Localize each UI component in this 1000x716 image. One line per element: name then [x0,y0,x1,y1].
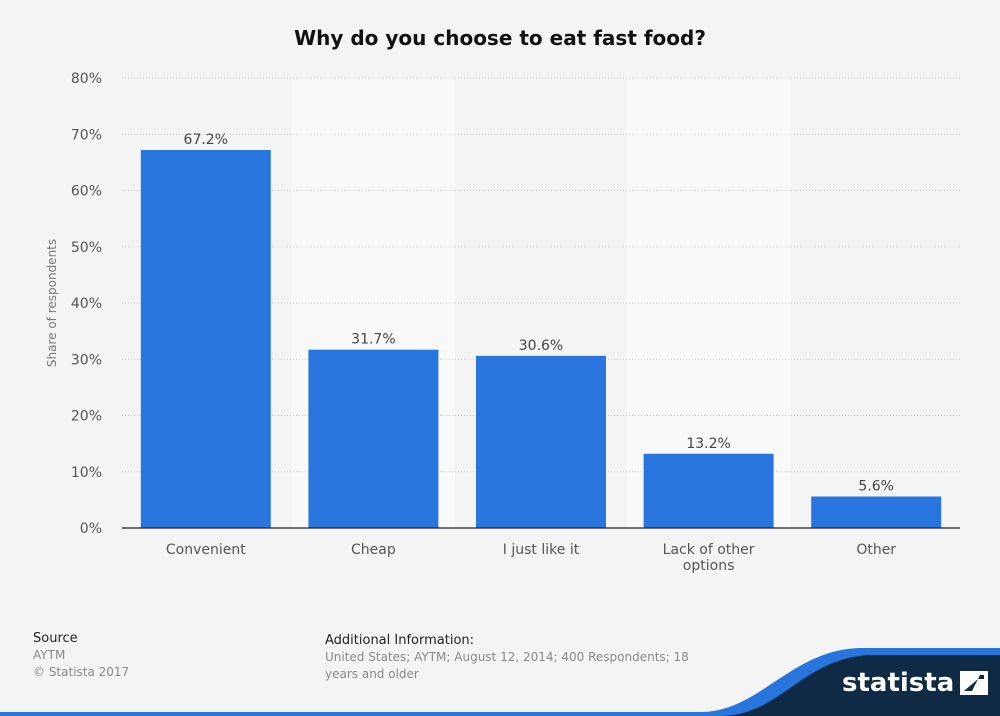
statista-logo[interactable]: statista [842,668,989,698]
bar[interactable] [308,349,439,528]
bar-chart: 0% 10% 20% 30% 40% 50% 60% 70% 80% Share of resp… [45,71,960,574]
alternating-bands [291,78,791,528]
y-axis-ticks: 0% 10% 20% 30% 40% 50% 60% 70% 80% [71,71,102,537]
value-label: 13.2% [686,436,730,452]
additional-info-text: United States; AYTM; August 12, 2014; 40… [325,650,689,681]
category-label: Convenient [166,542,246,558]
bar[interactable] [643,453,774,528]
bar[interactable] [811,496,942,529]
y-tick-label: 20% [71,409,102,425]
y-axis-title: Share of respondents [45,239,59,367]
source-block: Source AYTM © Statista 2017 [33,630,129,681]
category-labels: Convenient Cheap I just like it Lack of oth… [166,542,896,574]
value-label: 30.6% [519,338,563,354]
bar[interactable] [140,150,271,528]
additional-info-block: Additional Information: United States; A… [325,632,705,683]
category-label: Lack of other options [663,542,755,574]
bars [140,150,942,529]
y-tick-label: 80% [71,71,102,87]
source-heading: Source [33,631,78,646]
additional-info-heading: Additional Information: [325,633,475,648]
y-tick-label: 40% [71,296,102,312]
y-tick-label: 0% [80,521,102,537]
y-tick-label: 50% [71,240,102,256]
value-label: 67.2% [184,132,228,148]
value-label: 31.7% [351,332,395,348]
category-label: Other [856,542,896,558]
value-labels: 67.2% 31.7% 30.6% 13.2% 5.6% [184,132,894,495]
value-label: 5.6% [858,479,894,495]
y-tick-label: 70% [71,127,102,143]
brand-name: statista [842,668,955,698]
copyright: © Statista 2017 [33,665,130,679]
chart-title: Why do you choose to eat fast food? [294,26,706,50]
category-label: Cheap [351,542,396,558]
statista-logo-icon [960,671,989,695]
y-tick-label: 60% [71,184,102,200]
category-band [626,78,791,528]
y-tick-label: 10% [71,465,102,481]
source-name[interactable]: AYTM [33,648,66,662]
bar[interactable] [476,355,606,528]
y-tick-label: 30% [71,352,102,368]
category-label: I just like it [503,542,580,558]
